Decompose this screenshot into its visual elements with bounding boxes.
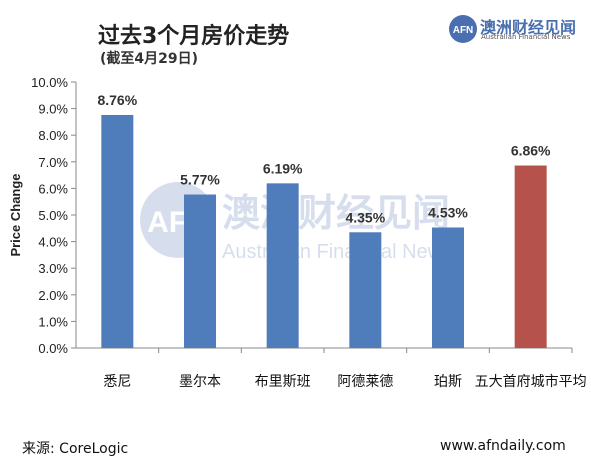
bar bbox=[101, 114, 134, 348]
watermark-name-en: Australian Financial News bbox=[222, 241, 452, 263]
watermark-name-cn: 澳洲财经见闻 bbox=[222, 191, 450, 235]
bar-value-label: 4.53% bbox=[428, 205, 468, 221]
x-category-label: 布里斯班 bbox=[255, 374, 311, 390]
y-tick-label: 8.0% bbox=[38, 128, 68, 143]
bar-value-label: 4.35% bbox=[345, 209, 385, 225]
y-axis-label: Price Change bbox=[8, 173, 23, 256]
y-tick-label: 1.0% bbox=[38, 314, 68, 329]
logo-name-cn: 澳洲财经见闻 bbox=[480, 18, 577, 37]
x-category-label: 悉尼 bbox=[103, 374, 131, 390]
bar-value-label: 5.77% bbox=[180, 172, 220, 188]
y-tick-label: 2.0% bbox=[38, 288, 68, 303]
source-note: 来源: CoreLogic bbox=[22, 441, 129, 457]
chart-bars bbox=[101, 114, 547, 348]
y-tick-label: 7.0% bbox=[38, 155, 68, 170]
bar bbox=[432, 227, 464, 348]
x-category-label: 墨尔本 bbox=[179, 374, 221, 390]
chart-title: 过去3个月房价走势 bbox=[98, 24, 290, 49]
x-category-label: 五大首府城市平均 bbox=[475, 373, 587, 390]
bar bbox=[349, 232, 382, 348]
y-tick-label: 9.0% bbox=[38, 102, 68, 117]
y-tick-label: 6.0% bbox=[38, 181, 68, 196]
chart-axes: 0.0% 1.0% 2.0% 3.0% 4.0% 5.0% 6.0% 7.0% 8.0% 9.0%… bbox=[31, 75, 573, 356]
site-url: www.afndaily.com bbox=[440, 438, 566, 454]
afn-logo-mark: AFN bbox=[449, 15, 477, 43]
bar bbox=[184, 194, 216, 348]
bar bbox=[266, 183, 299, 348]
bar bbox=[514, 165, 547, 348]
afn-logo: AFN 澳洲财经见闻 Australian Financial News bbox=[448, 14, 588, 46]
bar-value-label: 6.86% bbox=[511, 143, 551, 159]
y-tick-label: 0.0% bbox=[38, 341, 68, 356]
chart-subtitle: (截至4月29日) bbox=[100, 51, 199, 67]
logo-name-en: Australian Financial News bbox=[481, 33, 571, 41]
y-tick-label: 5.0% bbox=[38, 208, 68, 223]
bar-value-label: 8.76% bbox=[97, 92, 137, 108]
bar-value-label: 6.19% bbox=[263, 160, 303, 176]
y-tick-label: 3.0% bbox=[38, 261, 68, 276]
y-tick-label: 4.0% bbox=[38, 235, 68, 250]
afn-logo-mark-text: AFN bbox=[453, 25, 474, 36]
x-category-label: 珀斯 bbox=[434, 374, 462, 390]
chart-labels: 8.76% 悉尼 5.77% 墨尔本 6.19% 布里斯班 4.35% 阿德莱德 4.53% 珀斯… bbox=[97, 92, 586, 390]
y-tick-label: 10.0% bbox=[31, 75, 68, 90]
x-category-label: 阿德莱德 bbox=[337, 374, 393, 390]
